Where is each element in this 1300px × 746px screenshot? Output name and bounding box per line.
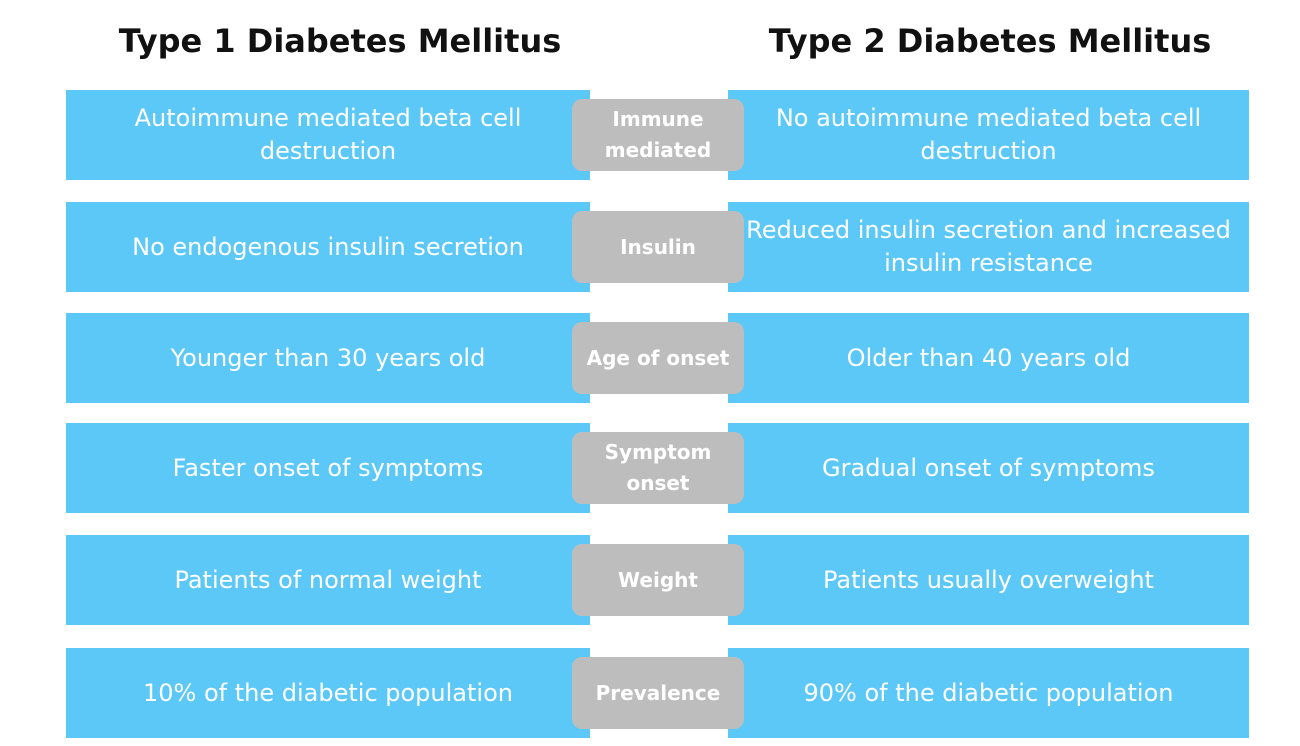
type1-prevalence-cell: 10% of the diabetic population — [66, 648, 590, 738]
type2-weight-cell: Patients usually overweight — [728, 535, 1249, 625]
weight-label: Weight — [572, 544, 744, 616]
type1-age-cell: Younger than 30 years old — [66, 313, 590, 403]
type2-insulin-cell: Reduced insulin secretion and increased … — [728, 202, 1249, 292]
type1-immune-cell: Autoimmune mediated beta cell destructio… — [66, 90, 590, 180]
immune-mediated-label: Immune mediated — [572, 99, 744, 171]
symptom-onset-label: Symptom onset — [572, 432, 744, 504]
comparison-row-age: Younger than 30 years old Older than 40 … — [0, 313, 1300, 403]
insulin-label: Insulin — [572, 211, 744, 283]
type2-prevalence-cell: 90% of the diabetic population — [728, 648, 1249, 738]
type2-immune-cell: No autoimmune mediated beta cell destruc… — [728, 90, 1249, 180]
type1-symptom-cell: Faster onset of symptoms — [66, 423, 590, 513]
comparison-row-weight: Patients of normal weight Patients usual… — [0, 535, 1300, 625]
comparison-row-prevalence: 10% of the diabetic population 90% of th… — [0, 648, 1300, 738]
comparison-row-symptom: Faster onset of symptoms Gradual onset o… — [0, 423, 1300, 513]
type2-age-cell: Older than 40 years old — [728, 313, 1249, 403]
type2-heading: Type 2 Diabetes Mellitus — [768, 22, 1212, 60]
type1-weight-cell: Patients of normal weight — [66, 535, 590, 625]
type1-insulin-cell: No endogenous insulin secretion — [66, 202, 590, 292]
comparison-row-insulin: No endogenous insulin secretion Reduced … — [0, 202, 1300, 292]
age-of-onset-label: Age of onset — [572, 322, 744, 394]
comparison-row-immune: Autoimmune mediated beta cell destructio… — [0, 90, 1300, 180]
type2-symptom-cell: Gradual onset of symptoms — [728, 423, 1249, 513]
type1-heading: Type 1 Diabetes Mellitus — [118, 22, 562, 60]
prevalence-label: Prevalence — [572, 657, 744, 729]
